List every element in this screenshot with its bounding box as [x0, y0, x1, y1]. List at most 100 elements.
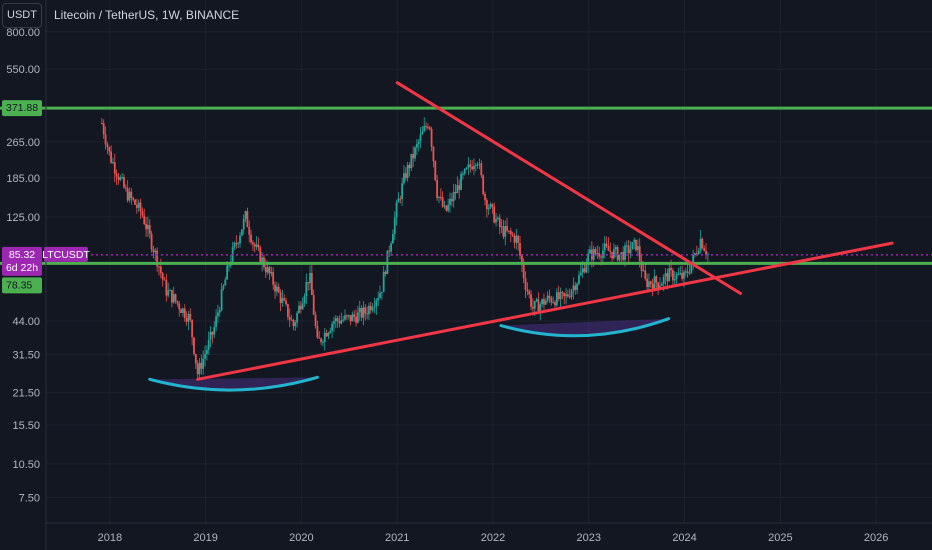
candle — [392, 229, 394, 244]
candle — [250, 229, 252, 245]
current-price-value: 85.32 — [9, 249, 35, 261]
candle — [257, 237, 260, 252]
candle — [605, 236, 608, 249]
candle — [198, 358, 201, 379]
candle — [705, 243, 707, 260]
candle — [493, 202, 496, 224]
y-tick-label: 10.50 — [12, 459, 40, 471]
candle — [121, 173, 124, 180]
bar-countdown: 6d 22h — [6, 262, 38, 274]
candle — [649, 280, 652, 288]
y-tick-label: 44.00 — [12, 316, 40, 328]
candle — [471, 160, 474, 171]
candle — [117, 172, 120, 185]
candle — [614, 244, 617, 258]
candle — [508, 230, 510, 234]
candle — [498, 214, 501, 235]
candle — [139, 198, 142, 219]
candle — [596, 245, 599, 259]
candle — [182, 307, 184, 317]
currency-button[interactable]: USDT — [2, 3, 42, 28]
candle — [692, 249, 695, 271]
candle — [299, 301, 302, 314]
candle — [635, 239, 637, 252]
candle — [152, 245, 155, 259]
candle — [436, 174, 439, 201]
candle — [570, 288, 573, 300]
candle — [156, 247, 159, 272]
candle — [603, 235, 606, 259]
candle — [414, 145, 416, 162]
candle — [631, 242, 634, 250]
ascending-trendline[interactable] — [196, 241, 894, 381]
candle — [572, 277, 575, 300]
candle — [100, 118, 103, 125]
candle — [275, 282, 278, 297]
candle — [648, 273, 650, 292]
candle — [500, 219, 503, 234]
candle — [430, 126, 433, 152]
candle — [659, 277, 661, 289]
candle — [191, 319, 194, 346]
candle — [469, 159, 472, 173]
candle — [325, 329, 328, 338]
rounded-bottom-arc[interactable] — [499, 317, 671, 338]
candle — [189, 308, 192, 323]
candle — [497, 216, 499, 221]
candle — [456, 176, 459, 194]
x-tick-label: 2021 — [385, 532, 409, 544]
price-axis[interactable]: 800.00 550.00 265.00 185.00 125.00 44.00 31.50… — [6, 0, 47, 550]
svg-text:LTCUSDT: LTCUSDT — [42, 249, 90, 261]
candle — [167, 282, 170, 298]
candle — [428, 125, 431, 131]
candle — [554, 300, 556, 308]
candle — [699, 230, 702, 254]
candle — [460, 171, 462, 191]
candle — [128, 187, 131, 203]
candle — [445, 205, 448, 212]
candle — [401, 177, 404, 206]
candle — [543, 293, 545, 310]
candle — [660, 281, 663, 286]
x-tick-label: 2024 — [672, 532, 696, 544]
time-axis[interactable]: 2018 2019 2020 2021 2022 2023 2024 2025 2026 — [46, 522, 932, 544]
candle — [272, 267, 275, 290]
candle — [439, 188, 442, 201]
candle — [640, 253, 643, 278]
candle — [347, 314, 350, 320]
descending-trendline[interactable] — [395, 81, 742, 295]
candle — [371, 303, 374, 313]
rounded-bottom-arc[interactable] — [148, 375, 319, 392]
candle — [298, 301, 300, 314]
candle — [369, 301, 372, 314]
candle — [677, 267, 680, 276]
candle — [412, 146, 415, 168]
candle — [281, 289, 284, 307]
candle — [651, 278, 654, 297]
y-tick-label: 125.00 — [6, 212, 40, 224]
candle — [334, 315, 337, 329]
candle — [233, 241, 236, 251]
candle — [395, 199, 398, 226]
candle — [598, 246, 601, 260]
candle — [513, 232, 516, 249]
candle — [375, 298, 378, 315]
candle — [345, 314, 348, 320]
candle — [384, 270, 387, 277]
candle — [135, 198, 138, 214]
candle — [476, 161, 479, 169]
candle — [550, 295, 553, 306]
candle — [443, 200, 446, 209]
y-tick-label: 21.50 — [12, 387, 40, 399]
candle — [270, 266, 273, 277]
candle — [110, 145, 112, 164]
candle — [644, 263, 647, 281]
candle — [134, 198, 136, 206]
candle — [537, 292, 540, 312]
candle — [342, 315, 345, 323]
candle — [113, 153, 116, 183]
